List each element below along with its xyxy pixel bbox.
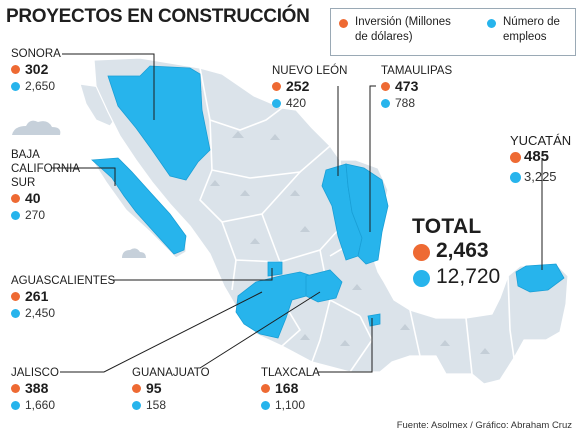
- state-block-aguascalientes: AGUASCALIENTES 261 2,450: [11, 274, 115, 322]
- jobs-dot-icon: [261, 401, 270, 410]
- investment-value: 40: [25, 190, 41, 206]
- leader-line-tlaxcala: [318, 318, 373, 373]
- total-jobs-value: 12,720: [436, 265, 501, 288]
- source-credit: Fuente: Asolmex / Gráfico: Abraham Cruz: [396, 420, 572, 431]
- state-block-tamaulipas: TAMAULIPAS 473 788: [381, 64, 452, 112]
- jobs-value: 2,450: [25, 306, 56, 320]
- state-name: SONORA: [11, 48, 61, 60]
- leader-lines: [52, 53, 543, 373]
- state-name: GUANAJUATO: [132, 367, 210, 379]
- state-tlaxcala: [367, 313, 381, 327]
- state-name-line: SUR: [11, 177, 36, 189]
- investment-dot-icon: [272, 82, 281, 91]
- jobs-dot-icon: [11, 82, 20, 91]
- jobs-dot-icon: [11, 401, 20, 410]
- jobs-value: 3,225: [524, 169, 557, 184]
- state-block-yucatan: YUCATÁN 485 3,225: [510, 134, 571, 185]
- state-block-baja-california-sur: BAJA CALIFORNIA SUR 40 270: [11, 148, 80, 224]
- jobs-dot-icon: [11, 309, 20, 318]
- jobs-value: 2,650: [25, 79, 56, 93]
- jobs-dot-icon: [11, 211, 20, 220]
- legend-jobs-line1: Número de: [503, 16, 560, 28]
- state-yucatan: [515, 263, 565, 293]
- state-name: TAMAULIPAS: [381, 65, 453, 77]
- legend-jobs-line2: empleos: [503, 31, 547, 43]
- leader-line-sonora: [62, 53, 155, 120]
- state-name: NUEVO LEÓN: [272, 65, 348, 77]
- jobs-value: 420: [286, 96, 307, 110]
- cloud-shape: [122, 248, 146, 258]
- jobs-dot-icon: [272, 99, 281, 108]
- investment-dot-icon: [11, 384, 20, 393]
- state-aguascalientes: [267, 261, 283, 277]
- investment-dot-icon: [11, 292, 20, 301]
- state-block-tlaxcala: TLAXCALA 168 1,100: [261, 366, 320, 414]
- jobs-value: 788: [395, 96, 416, 110]
- state-guanajuato: [305, 269, 343, 303]
- investment-dot-icon: [132, 384, 141, 393]
- state-block-nuevo-leon: NUEVO LEÓN 252 420: [272, 64, 347, 112]
- state-sonora: [107, 65, 211, 181]
- legend: Inversión (Millones de dólares) Número d…: [330, 8, 576, 56]
- state-jalisco: [235, 271, 313, 339]
- total-block: TOTAL 2,463 12,720: [412, 215, 500, 291]
- jobs-value: 1,100: [275, 398, 306, 412]
- state-block-guanajuato: GUANAJUATO 95 158: [132, 366, 210, 414]
- leader-line-tamaulipas: [369, 85, 376, 232]
- investment-value: 485: [524, 148, 550, 165]
- jobs-dot-icon: [413, 270, 430, 287]
- leader-line-jalisco: [60, 291, 263, 373]
- legend-investment-line1: Inversión (Millones: [355, 16, 451, 28]
- leader-line-aguascalientes: [112, 268, 273, 281]
- state-name: TLAXCALA: [261, 367, 320, 379]
- investment-dot-icon: [261, 384, 270, 393]
- investment-value: 95: [146, 380, 162, 396]
- state-name-line: CALIFORNIA: [11, 163, 81, 175]
- investment-dot-icon: [11, 194, 20, 203]
- jobs-value: 158: [146, 398, 167, 412]
- jobs-dot-icon: [132, 401, 141, 410]
- jobs-value: 270: [25, 208, 46, 222]
- investment-value: 252: [286, 78, 310, 94]
- investment-dot-icon: [413, 244, 430, 261]
- state-name-line: BAJA: [11, 149, 40, 161]
- investment-value: 473: [395, 78, 419, 94]
- investment-dot-icon: [381, 82, 390, 91]
- investment-value: 302: [25, 61, 49, 77]
- jobs-value: 1,660: [25, 398, 56, 412]
- investment-dot-icon: [510, 152, 521, 163]
- jobs-dot-icon: [487, 19, 496, 28]
- investment-value: 261: [25, 288, 49, 304]
- total-investment-value: 2,463: [436, 239, 489, 262]
- investment-dot-icon: [11, 65, 20, 74]
- state-block-sonora: SONORA 302 2,650: [11, 47, 61, 95]
- page-title: PROYECTOS EN CONSTRUCCIÓN: [6, 6, 310, 27]
- jobs-dot-icon: [510, 172, 521, 183]
- total-label: TOTAL: [412, 215, 482, 238]
- leader-line-guanajuato: [199, 291, 321, 369]
- investment-value: 388: [25, 380, 49, 396]
- leader-line-baja-california-sur: [52, 167, 116, 186]
- investment-value: 168: [275, 380, 299, 396]
- state-name: YUCATÁN: [510, 133, 572, 148]
- state-name: AGUASCALIENTES: [11, 275, 116, 287]
- state-tamaulipas: [345, 163, 389, 265]
- cloud-shape: [12, 120, 61, 135]
- jobs-dot-icon: [381, 99, 390, 108]
- state-name: JALISCO: [11, 367, 59, 379]
- investment-dot-icon: [339, 19, 348, 28]
- state-block-jalisco: JALISCO 388 1,660: [11, 366, 59, 414]
- legend-investment-line2: de dólares): [355, 31, 413, 43]
